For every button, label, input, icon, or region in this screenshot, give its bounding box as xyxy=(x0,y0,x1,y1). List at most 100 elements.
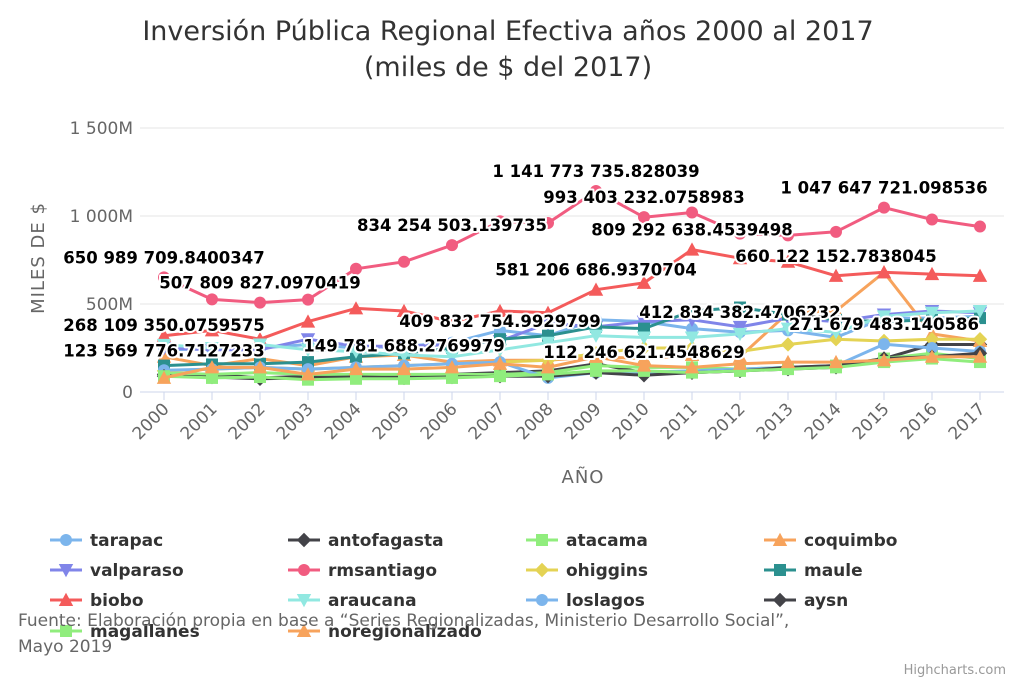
point-biobo-2011 xyxy=(684,242,700,256)
point-rmsantiago-2003 xyxy=(302,293,314,306)
legend-item-valparaso[interactable]: valparaso xyxy=(50,561,184,581)
y-tick-label: 1 500M xyxy=(70,119,133,139)
point-magallanes-2001 xyxy=(206,371,218,384)
point-maule-2011 xyxy=(686,305,698,318)
legend-symbol xyxy=(536,534,548,546)
point-biobo-2012 xyxy=(732,251,748,265)
point-noregionalizado-2016 xyxy=(924,349,940,363)
point-maule-2007 xyxy=(494,333,506,346)
point-biobo-2009 xyxy=(588,282,604,296)
data-label: 1 047 647 721.098536 xyxy=(780,179,987,198)
point-noregionalizado-2007 xyxy=(492,356,508,370)
data-label: 660 122 152.7838045 xyxy=(735,247,936,266)
point-biobo-2016 xyxy=(924,266,940,281)
legend-item-ohiggins[interactable]: ohiggins xyxy=(526,561,648,581)
point-biobo-2005 xyxy=(396,303,412,318)
legend-item-rmsantiago[interactable]: rmsantiago xyxy=(288,561,437,581)
point-ohiggins-2016 xyxy=(924,332,940,347)
point-noregionalizado-2002 xyxy=(252,360,268,374)
point-araucana-2006 xyxy=(444,350,460,364)
series-line-rmsantiago[interactable] xyxy=(163,189,981,305)
point-loslagos-2015 xyxy=(878,338,890,351)
series-line-araucana[interactable] xyxy=(163,309,981,359)
legend-symbol xyxy=(58,592,74,606)
data-label: 412 834 382.4706232 xyxy=(639,303,840,322)
legend-item-noregionalizado[interactable]: noregionalizado xyxy=(288,622,482,642)
legend-item-coquimbo[interactable]: coquimbo xyxy=(764,531,897,551)
point-rmsantiago-2005 xyxy=(398,255,410,268)
point-rmsantiago-2014 xyxy=(830,225,842,238)
point-maule-2013 xyxy=(782,308,794,321)
point-rmsantiago-2012 xyxy=(734,227,746,240)
legend-item-araucana[interactable]: araucana xyxy=(288,591,417,611)
series-line-magallanes[interactable] xyxy=(163,357,981,382)
legend-label: noregionalizado xyxy=(328,622,482,642)
legend-item-antofagasta[interactable]: antofagasta xyxy=(288,531,444,551)
point-araucana-2003 xyxy=(300,343,316,357)
point-magallanes-2009 xyxy=(590,364,602,377)
point-biobo-2013 xyxy=(780,254,796,268)
legend-item-maule[interactable]: maule xyxy=(764,561,863,581)
point-araucana-2007 xyxy=(492,343,508,357)
x-tick-label: 2015 xyxy=(849,399,894,444)
x-tick-label: 2010 xyxy=(609,399,654,444)
point-rmsantiago-2016 xyxy=(926,213,938,226)
x-tick-label: 2016 xyxy=(897,399,942,444)
legend-item-magallanes[interactable]: magallanes xyxy=(50,622,200,642)
series-line-coquimbo[interactable] xyxy=(163,270,981,368)
point-magallanes-2002 xyxy=(254,371,266,384)
x-tick-label: 2013 xyxy=(753,399,798,444)
x-tick-label: 2007 xyxy=(465,399,510,444)
y-tick-label: 1 000M xyxy=(70,207,133,227)
legend-item-biobo[interactable]: biobo xyxy=(50,591,144,611)
legend-item-loslagos[interactable]: loslagos xyxy=(526,591,645,611)
point-noregionalizado-2010 xyxy=(636,358,652,372)
point-biobo-2003 xyxy=(300,314,316,328)
point-noregionalizado-2005 xyxy=(396,361,412,376)
credits-link[interactable]: Highcharts.com xyxy=(904,663,1006,678)
data-label: 809 292 638.4539498 xyxy=(591,221,792,240)
point-valparaso-2005 xyxy=(396,340,412,354)
point-noregionalizado-2013 xyxy=(780,354,796,369)
point-coquimbo-2000 xyxy=(156,349,172,363)
legend-label: antofagasta xyxy=(328,531,444,551)
point-araucana-2004 xyxy=(348,345,364,359)
point-valparaso-2012 xyxy=(732,320,748,335)
point-noregionalizado-2004 xyxy=(348,361,364,376)
y-tick-label: 500M xyxy=(86,295,133,315)
point-coquimbo-2010 xyxy=(636,351,652,365)
data-label: 1 141 773 735.828039 xyxy=(492,162,699,181)
y-gridlines xyxy=(140,127,1004,393)
point-magallanes-2006 xyxy=(446,371,458,384)
legend-item-aysn[interactable]: aysn xyxy=(764,591,848,611)
point-araucana-2009 xyxy=(588,329,604,343)
legend-symbol xyxy=(60,625,72,637)
legend-item-tarapac[interactable]: tarapac xyxy=(50,531,163,551)
point-araucana-2017 xyxy=(972,305,988,319)
legend-label: rmsantiago xyxy=(328,561,437,581)
legend-symbol xyxy=(772,532,788,546)
data-label: 993 403 232.0758983 xyxy=(543,188,744,207)
point-rmsantiago-2006 xyxy=(446,239,458,252)
point-noregionalizado-2017 xyxy=(972,349,988,363)
series-araucana xyxy=(156,305,988,364)
point-noregionalizado-2000 xyxy=(156,370,172,384)
series-line-maule[interactable] xyxy=(163,306,981,368)
point-magallanes-2007 xyxy=(494,370,506,383)
data-labels: 650 989 709.8400347 507 809 827.0970419 83… xyxy=(61,160,989,364)
series-line-tarapac[interactable] xyxy=(163,314,981,352)
series-layer xyxy=(156,185,988,386)
point-valparaso-2003 xyxy=(300,333,316,347)
point-ohiggins-2012 xyxy=(732,344,748,359)
series-line-biobo[interactable] xyxy=(163,248,981,341)
legend-symbol xyxy=(296,623,312,637)
series-line-noregionalizado[interactable] xyxy=(163,355,980,380)
legend-label: valparaso xyxy=(90,561,184,581)
series-rmsantiago xyxy=(158,185,986,309)
point-rmsantiago-2009 xyxy=(590,185,602,198)
legend-symbol xyxy=(296,532,312,548)
data-label: 268 109 350.0759575 xyxy=(63,316,264,335)
legend-item-atacama[interactable]: atacama xyxy=(526,531,648,551)
legend-label: aysn xyxy=(804,591,848,611)
